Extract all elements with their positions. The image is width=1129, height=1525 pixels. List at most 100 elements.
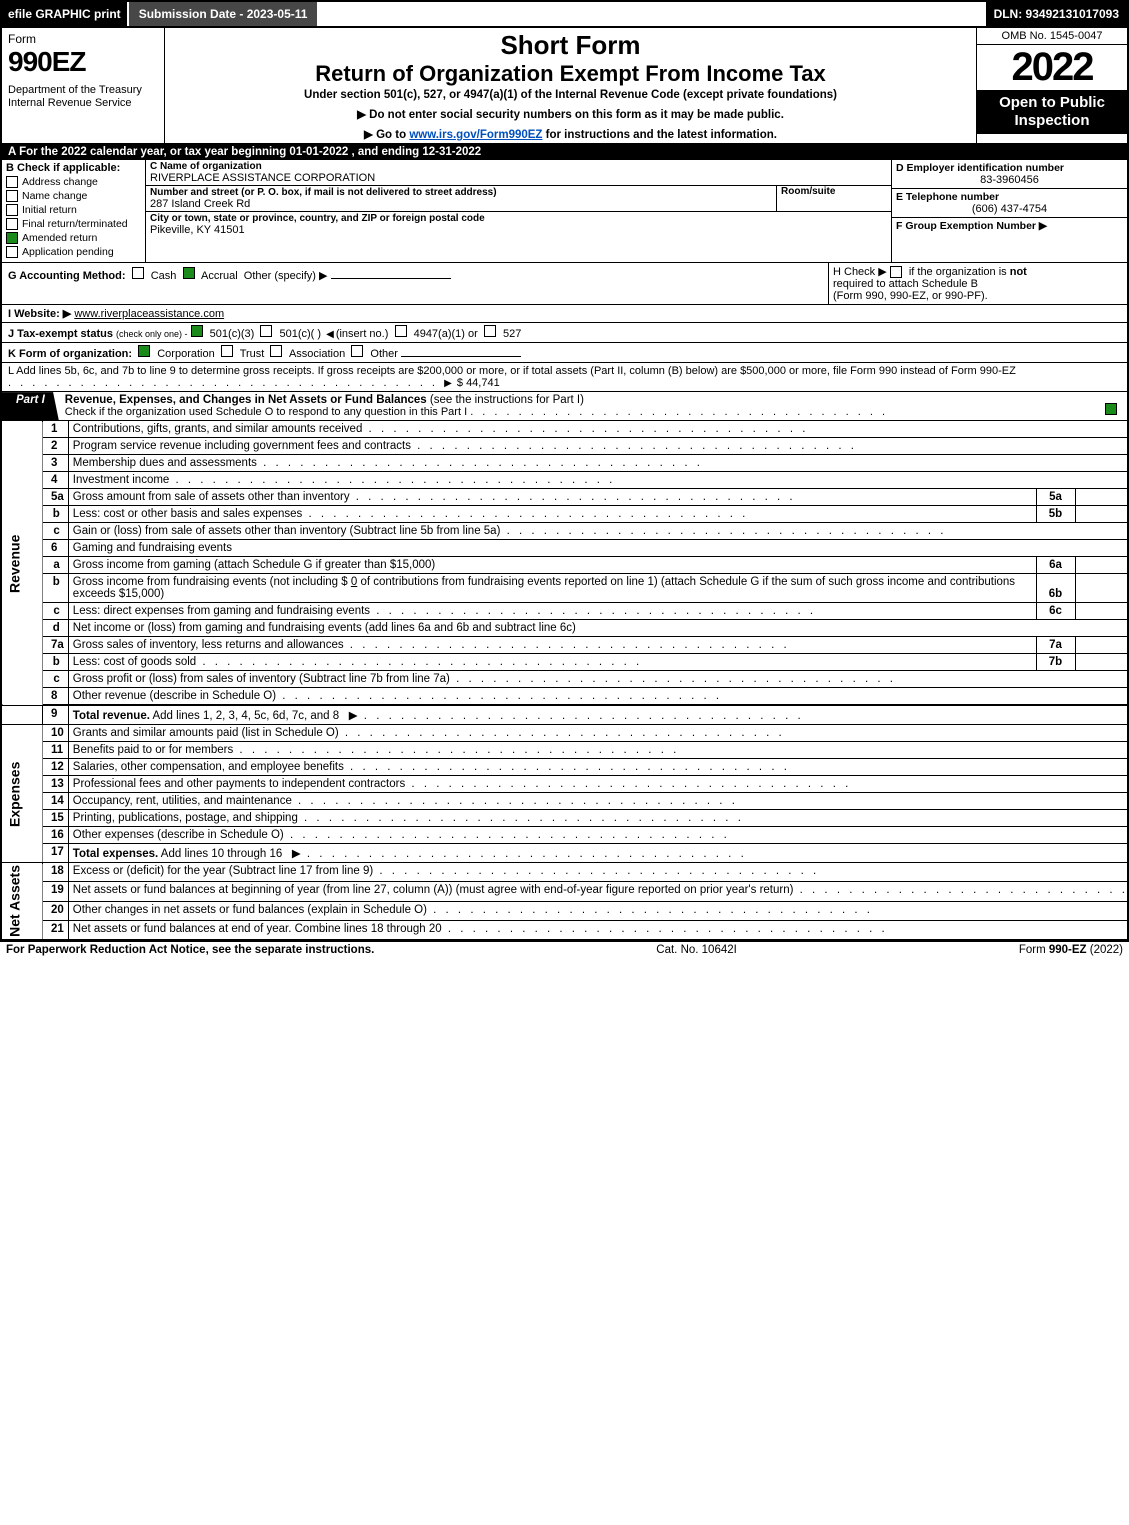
checkbox-amended-return[interactable] xyxy=(6,232,18,244)
line-num: 11 xyxy=(43,742,69,759)
line-num: 1 xyxy=(43,421,69,438)
table-row: 9 Total revenue. Add lines 1, 2, 3, 4, 5… xyxy=(2,705,1129,725)
line-num: d xyxy=(43,620,69,637)
line-desc: Net assets or fund balances at end of ye… xyxy=(73,923,442,935)
checkbox-name-change[interactable] xyxy=(6,190,18,202)
accounting-method-label: G Accounting Method: xyxy=(8,270,126,282)
cash-label: Cash xyxy=(151,270,177,282)
omb-number: OMB No. 1545-0047 xyxy=(977,28,1127,45)
line-desc-rest: Add lines 10 through 16 xyxy=(158,848,282,860)
org-name-label: C Name of organization xyxy=(150,161,887,172)
table-row: Net Assets 18 Excess or (deficit) for th… xyxy=(2,863,1129,882)
phone-label: E Telephone number xyxy=(896,191,1123,203)
irs-link[interactable]: www.irs.gov/Form990EZ xyxy=(409,129,542,141)
checkbox-4947[interactable] xyxy=(395,325,407,337)
return-title: Return of Organization Exempt From Incom… xyxy=(171,61,970,87)
line-num: c xyxy=(43,671,69,688)
header-row: Form 990EZ Department of the Treasury In… xyxy=(2,28,1127,144)
checkbox-label: Name change xyxy=(22,190,87,202)
table-row: 11 Benefits paid to or for members 11 0 xyxy=(2,742,1129,759)
checkbox-501c3[interactable] xyxy=(191,325,203,337)
h-text3: required to attach Schedule B xyxy=(833,278,978,290)
net-assets-side-label: Net Assets xyxy=(2,863,43,940)
dln-label: DLN: 93492131017093 xyxy=(986,2,1127,26)
checkbox-527[interactable] xyxy=(484,325,496,337)
part-1-subtitle: Check if the organization used Schedule … xyxy=(65,406,467,418)
other-specify-field[interactable] xyxy=(331,278,451,279)
checkbox-address-change[interactable] xyxy=(6,176,18,188)
line-num: 18 xyxy=(43,863,69,882)
part-1-title: Revenue, Expenses, and Changes in Net As… xyxy=(65,392,1099,420)
department-label: Department of the Treasury Internal Reve… xyxy=(8,84,158,110)
trust-label: Trust xyxy=(240,348,265,360)
checkbox-application-pending[interactable] xyxy=(6,246,18,258)
form-identity-col: Form 990EZ Department of the Treasury In… xyxy=(2,28,165,143)
part-1-title-note: (see the instructions for Part I) xyxy=(430,394,584,406)
table-row: c Gain or (loss) from sale of assets oth… xyxy=(2,523,1129,540)
line-desc: Printing, publications, postage, and shi… xyxy=(73,812,298,824)
line-num: 20 xyxy=(43,901,69,920)
checkbox-accrual[interactable] xyxy=(183,267,195,279)
row-a-tax-year: A For the 2022 calendar year, or tax yea… xyxy=(2,144,1127,160)
website-link[interactable]: www.riverplaceassistance.com xyxy=(74,308,224,320)
table-row: 2 Program service revenue including gove… xyxy=(2,438,1129,455)
h-text4: (Form 990, 990-EZ, or 990-PF). xyxy=(833,290,988,302)
table-row: 3 Membership dues and assessments 3 0 xyxy=(2,455,1129,472)
sub-label: 7a xyxy=(1036,637,1075,654)
sub-value: 0 xyxy=(1075,637,1129,654)
checkbox-final-return[interactable] xyxy=(6,218,18,230)
other-org-label: Other xyxy=(370,348,398,360)
table-row: a Gross income from gaming (attach Sched… xyxy=(2,557,1129,574)
insert-no-label: (insert no.) xyxy=(336,328,389,340)
line-num: b xyxy=(43,574,69,603)
line-desc-rest: Add lines 1, 2, 3, 4, 5c, 6d, 7c, and 8 xyxy=(150,710,339,722)
checkbox-initial-return[interactable] xyxy=(6,204,18,216)
other-org-field[interactable] xyxy=(401,356,521,357)
checkbox-schedule-o-part1[interactable] xyxy=(1105,403,1117,415)
section-b: B Check if applicable: Address change Na… xyxy=(2,160,146,262)
street-value: 287 Island Creek Rd xyxy=(150,198,776,210)
top-bar: efile GRAPHIC print Submission Date - 20… xyxy=(0,0,1129,26)
table-row: 4 Investment income 4 0 xyxy=(2,472,1129,489)
subtitle: Under section 501(c), 527, or 4947(a)(1)… xyxy=(171,89,970,101)
line-desc-pre: Gross income from fundraising events (no… xyxy=(73,576,351,588)
line-num: c xyxy=(43,523,69,540)
footer-form-suffix: (2022) xyxy=(1087,944,1123,956)
line-desc: Net income or (loss) from gaming and fun… xyxy=(73,622,576,634)
line-num: b xyxy=(43,654,69,671)
sub-label: 5a xyxy=(1036,489,1075,506)
city-label: City or town, state or province, country… xyxy=(150,213,485,224)
tax-year: 2022 xyxy=(977,45,1127,90)
501c3-label: 501(c)(3) xyxy=(210,328,255,340)
section-c: C Name of organization RIVERPLACE ASSIST… xyxy=(146,160,891,262)
checkbox-cash[interactable] xyxy=(132,267,144,279)
ssn-warning: ▶ Do not enter social security numbers o… xyxy=(171,107,970,121)
sub-label: 6c xyxy=(1036,603,1075,620)
tax-exempt-label: J Tax-exempt status xyxy=(8,328,113,340)
org-name-row: C Name of organization RIVERPLACE ASSIST… xyxy=(146,160,891,186)
line-num: 13 xyxy=(43,776,69,793)
line-desc: Benefits paid to or for members xyxy=(73,744,233,756)
form-of-org-row: K Form of organization: Corporation Trus… xyxy=(2,343,1127,363)
checkbox-schedule-b-not-required[interactable] xyxy=(890,266,902,278)
table-row: 6 Gaming and fundraising events xyxy=(2,540,1129,557)
line-num: 3 xyxy=(43,455,69,472)
checkbox-corporation[interactable] xyxy=(138,345,150,357)
checkbox-amended-return-row: Amended return xyxy=(6,232,141,244)
tax-exempt-row: J Tax-exempt status (check only one) - 5… xyxy=(2,323,1127,343)
line-desc: Salaries, other compensation, and employ… xyxy=(73,761,344,773)
line-desc: Less: direct expenses from gaming and fu… xyxy=(73,605,370,617)
expenses-side-label: Expenses xyxy=(2,725,43,863)
efile-print-label: efile GRAPHIC print xyxy=(2,2,127,26)
checkbox-trust[interactable] xyxy=(221,345,233,357)
checkbox-other-org[interactable] xyxy=(351,345,363,357)
form-container: Form 990EZ Department of the Treasury In… xyxy=(0,26,1129,942)
sub-label: 5b xyxy=(1036,506,1075,523)
table-row: 7a Gross sales of inventory, less return… xyxy=(2,637,1129,654)
checkbox-501c[interactable] xyxy=(260,325,272,337)
street-label: Number and street (or P. O. box, if mail… xyxy=(150,187,776,198)
checkbox-association[interactable] xyxy=(270,345,282,357)
501c-label: 501(c)( ) xyxy=(279,328,321,340)
table-row: 13 Professional fees and other payments … xyxy=(2,776,1129,793)
line-num: 16 xyxy=(43,827,69,844)
